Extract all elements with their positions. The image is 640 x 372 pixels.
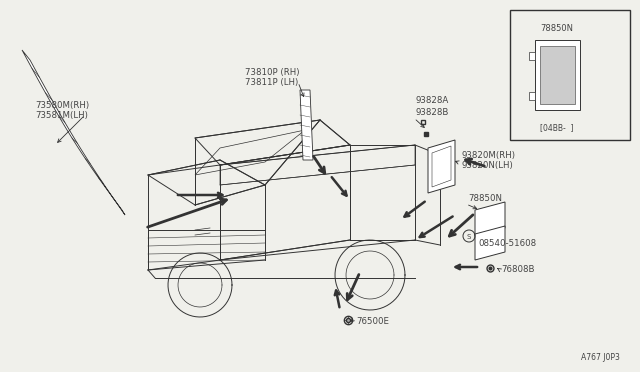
Polygon shape xyxy=(535,40,580,110)
Text: 93828A: 93828A xyxy=(415,96,448,105)
Text: 78850N: 78850N xyxy=(468,193,502,202)
Text: A767 J0P3: A767 J0P3 xyxy=(581,353,620,362)
Polygon shape xyxy=(428,140,455,193)
Text: [04BB-  ]: [04BB- ] xyxy=(540,124,573,132)
Bar xyxy=(510,10,630,140)
Polygon shape xyxy=(475,226,505,260)
Polygon shape xyxy=(475,202,505,236)
Text: 73581M(LH): 73581M(LH) xyxy=(35,110,88,119)
Text: 76808B: 76808B xyxy=(501,266,534,275)
Text: 76500E: 76500E xyxy=(356,317,389,327)
Polygon shape xyxy=(529,52,535,60)
Text: 73811P (LH): 73811P (LH) xyxy=(245,77,298,87)
Text: 73810P (RH): 73810P (RH) xyxy=(245,67,300,77)
Text: S: S xyxy=(467,234,471,240)
Polygon shape xyxy=(540,46,575,104)
Text: 93820N(LH): 93820N(LH) xyxy=(462,160,514,170)
Polygon shape xyxy=(22,50,125,215)
Text: 93828B: 93828B xyxy=(415,108,449,116)
Polygon shape xyxy=(300,90,313,160)
Polygon shape xyxy=(529,92,535,100)
Text: 93820M(RH): 93820M(RH) xyxy=(462,151,516,160)
Text: 73580M(RH): 73580M(RH) xyxy=(35,100,89,109)
Text: 78850N: 78850N xyxy=(541,23,573,32)
Text: 08540-51608: 08540-51608 xyxy=(478,238,536,247)
